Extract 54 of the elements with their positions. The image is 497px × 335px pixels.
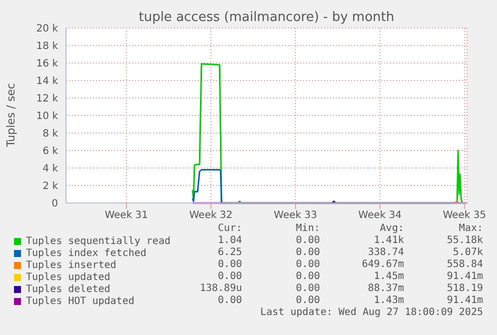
x-tick-label: Week 32 — [189, 210, 233, 222]
text: 0.00 — [296, 283, 320, 295]
y-tick-label: 10 k — [36, 111, 58, 122]
text: 649.67m — [362, 259, 404, 271]
y-tick-label: 6 k — [42, 146, 58, 158]
y-tick-label: 12 k — [36, 94, 58, 105]
text: 88.37m — [368, 283, 404, 295]
text: 91.41m — [446, 271, 483, 283]
text: 0.00 — [218, 271, 242, 283]
legend-label: Tuples HOT updated — [26, 296, 134, 306]
legend-label: Tuples sequentially read — [26, 236, 170, 246]
text: 338.74 — [368, 247, 404, 259]
y-tick-label: 18 k — [36, 41, 58, 52]
text: 0.00 — [296, 235, 320, 247]
text: Min: — [296, 223, 320, 235]
text: 0.00 — [218, 295, 242, 307]
x-tick-label: Week 33 — [274, 210, 318, 222]
text: Last update: Wed Aug 27 18:00:09 2025 — [260, 307, 483, 319]
y-tick-label: 20 k — [36, 24, 58, 35]
legend-label: Tuples inserted — [26, 260, 116, 270]
text: Cur: — [218, 223, 242, 235]
text: 1.43m — [374, 295, 404, 307]
text: Avg: — [380, 223, 404, 235]
y-tick-label: 8 k — [42, 128, 58, 140]
text: 0.00 — [296, 259, 320, 271]
text: 1.45m — [374, 271, 404, 283]
chart-title: tuple access (mailmancore) - by month — [138, 10, 396, 25]
legend-label: Tuples index fetched — [26, 248, 146, 258]
text: 558.84 — [446, 259, 483, 271]
text: 55.18k — [446, 235, 483, 247]
legend-label: Tuples deleted — [26, 284, 110, 294]
legend-label: Tuples updated — [26, 272, 110, 282]
line-series — [192, 169, 222, 204]
text: 0.00 — [218, 259, 242, 271]
y-tick-label: 2 k — [42, 181, 58, 192]
text: 138.89u — [200, 283, 242, 295]
y-axis-title: Tuples / sec — [4, 83, 18, 147]
text: 518.19 — [446, 283, 483, 295]
text: 0.00 — [296, 247, 320, 259]
text: 6.25 — [218, 247, 242, 259]
x-tick-label: Week 31 — [104, 210, 148, 222]
text: 1.41k — [374, 235, 404, 247]
text: 0.00 — [296, 295, 320, 307]
text: Max: — [458, 223, 483, 235]
text: 5.07k — [452, 247, 483, 259]
text: 1.04 — [218, 235, 242, 247]
x-tick-label: Week 35 — [442, 210, 486, 222]
text: 91.41m — [446, 295, 483, 307]
y-tick-label: 4 k — [42, 164, 58, 175]
y-tick-label: 0 — [52, 198, 58, 210]
y-tick-label: 14 k — [36, 76, 58, 88]
y-tick-label: 16 k — [36, 58, 58, 70]
text: 0.00 — [296, 271, 320, 283]
x-tick-label: Week 34 — [358, 210, 402, 222]
